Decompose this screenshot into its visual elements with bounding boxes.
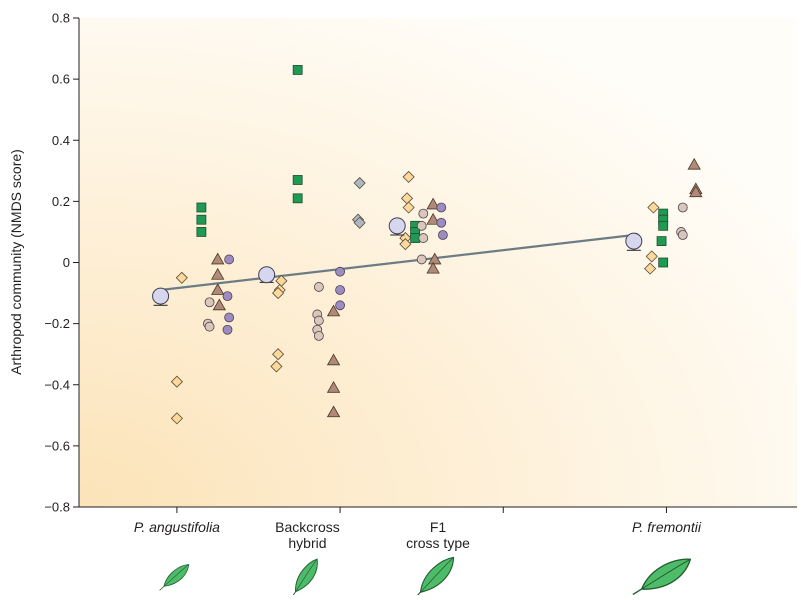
square-point [658, 257, 669, 268]
diamond-point [402, 201, 415, 214]
diamond-point [270, 360, 283, 373]
square-point [292, 175, 303, 185]
circle-point [437, 230, 448, 240]
triangle-point [428, 252, 442, 265]
circle-point [204, 321, 215, 332]
y-tick-label: −0.8 [44, 500, 70, 515]
leaf-icon [414, 556, 455, 599]
triangle-point [211, 252, 225, 265]
mean-marker [388, 217, 406, 235]
leaf-icon [632, 558, 692, 596]
square-point [658, 220, 669, 231]
triangle-point [326, 405, 341, 418]
category-label: P. angustifolia [134, 519, 220, 535]
y-axis-ticks: 0.8 0.6 0.4 0.2 0 −0.2 −0.4 −0.6 −0.8 [44, 11, 79, 515]
y-tick-label: −0.4 [44, 377, 70, 392]
diamond-point [647, 201, 660, 214]
square-point [410, 233, 421, 243]
mean-marker [152, 287, 170, 305]
circle-point [313, 330, 324, 341]
leaf-vein [295, 558, 318, 592]
circle-point [204, 297, 215, 308]
leaf-stem [632, 588, 642, 596]
triangle-point [326, 353, 341, 366]
y-axis-label: Arthropod community (NMDS score) [8, 149, 24, 375]
square-point [656, 236, 667, 247]
x-axis-ticks [176, 507, 667, 513]
triangle-point [689, 185, 703, 198]
trend-line-group [160, 233, 634, 292]
diamond-point [645, 250, 658, 263]
category-label: Backcross [275, 519, 340, 535]
circle-point [224, 312, 235, 323]
y-tick-label: 0.6 [52, 72, 70, 87]
diamond-point [353, 176, 366, 190]
y-tick-label: −0.2 [44, 316, 70, 331]
triangle-point [211, 283, 225, 295]
triangle-point [426, 212, 440, 225]
category-label: hybrid [288, 535, 326, 551]
diamond-point [175, 271, 188, 284]
circle-point [222, 324, 233, 335]
circle-point [677, 202, 688, 213]
diamond-point [402, 170, 415, 183]
circle-point [436, 217, 447, 228]
leaf-vein [420, 557, 454, 593]
category-label: P. fremontii [632, 519, 702, 535]
y-tick-label: 0.2 [52, 194, 70, 209]
circle-point [313, 282, 324, 292]
leaf-vein [163, 564, 189, 587]
circle-point [418, 233, 429, 243]
circle-point [416, 220, 427, 231]
square-point [196, 214, 207, 225]
y-tick-label: 0.4 [52, 133, 70, 148]
circle-point [416, 254, 427, 265]
square-point [292, 193, 303, 204]
leaf-icon [159, 564, 190, 591]
y-tick-label: −0.6 [44, 438, 70, 453]
leaf-vein [641, 558, 691, 590]
leaf-icons [159, 556, 692, 599]
diamond-point [353, 216, 366, 229]
triangle-point [687, 157, 701, 170]
triangle-point [426, 197, 440, 210]
diamond-point [170, 375, 183, 388]
mean-markers [152, 217, 643, 306]
square-point [196, 202, 207, 213]
diamond-point [399, 238, 412, 251]
triangle-point [426, 261, 440, 274]
y-tick-label: 0.8 [52, 11, 70, 26]
circle-point [335, 266, 345, 277]
circle-point [436, 202, 447, 213]
triangle-point [326, 304, 341, 317]
circle-point [677, 230, 688, 240]
circle-point [335, 285, 345, 295]
triangle-point [326, 381, 341, 393]
diamond-point [170, 412, 183, 425]
category-label: F1 [430, 519, 447, 535]
circle-point [335, 300, 345, 311]
trend-line [160, 233, 634, 292]
diamond-point [644, 262, 657, 275]
y-tick-label: 0 [63, 255, 70, 270]
square-point [196, 227, 207, 237]
category-label: cross type [406, 535, 470, 551]
circle-point [224, 254, 235, 265]
diamond-point [272, 286, 285, 300]
circle-point [313, 315, 324, 326]
square-point [292, 65, 303, 75]
leaf-stem [159, 586, 165, 591]
triangle-point [211, 267, 225, 280]
mean-marker [625, 232, 643, 250]
data-points [170, 65, 703, 425]
triangle-point [212, 298, 227, 311]
leaf-icon [291, 558, 318, 598]
circle-point [222, 291, 233, 302]
mean-marker [258, 266, 276, 284]
circle-point [418, 208, 429, 219]
diamond-point [272, 348, 285, 361]
